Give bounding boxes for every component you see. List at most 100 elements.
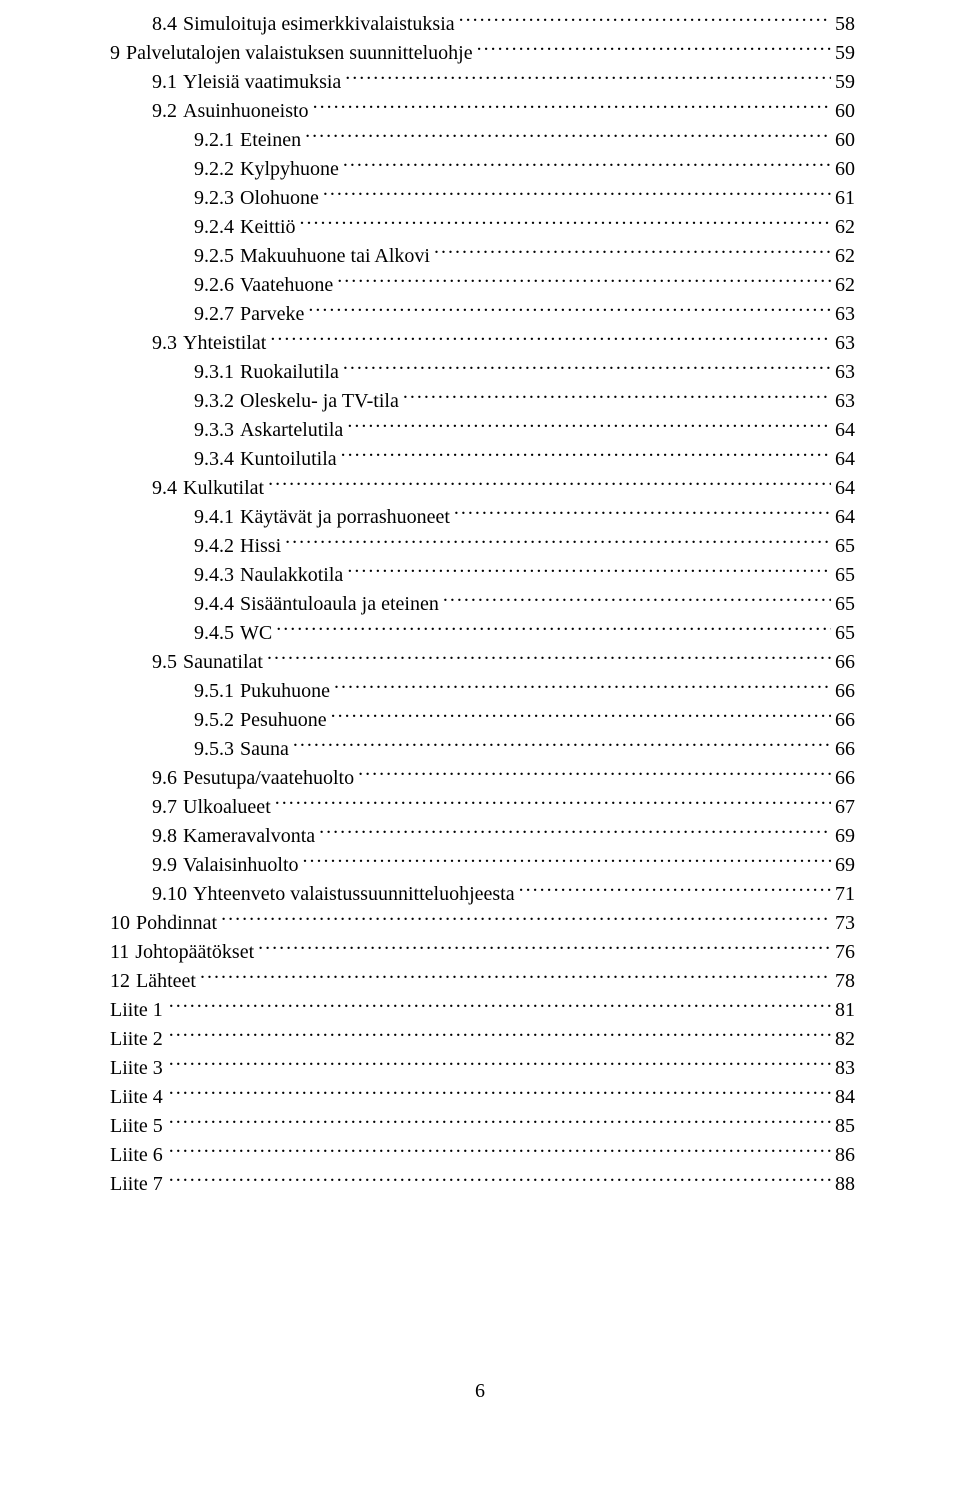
toc-entry-page: 60 — [831, 155, 855, 184]
toc-entry-title: Saunatilat — [183, 648, 267, 677]
toc-entry-number: 9.5 — [152, 648, 183, 677]
toc-entry-number: Liite 3 — [110, 1054, 169, 1083]
toc-entry-title: Pesuhuone — [240, 706, 331, 735]
toc-entry-page: 82 — [831, 1025, 855, 1054]
toc-entry-page: 65 — [831, 561, 855, 590]
toc-leader-dots — [169, 996, 831, 1016]
toc-entry-number: 9.3.3 — [194, 416, 240, 445]
toc-entry-page: 58 — [831, 10, 855, 39]
toc-entry-number: 9.5.2 — [194, 706, 240, 735]
toc-leader-dots — [347, 416, 831, 436]
toc-entry-title: Simuloituja esimerkkivalaistuksia — [183, 10, 459, 39]
toc-entry-number: 9.2.5 — [194, 242, 240, 271]
toc-entry-page: 76 — [831, 938, 855, 967]
toc-entry-page: 71 — [831, 880, 855, 909]
toc-leader-dots — [200, 967, 831, 987]
toc-entry-number: 9.4 — [152, 474, 183, 503]
toc-entry-page: 84 — [831, 1083, 855, 1112]
toc-entry-title: Keittiö — [240, 213, 300, 242]
toc-entry-number: 11 — [110, 938, 135, 967]
toc-entry-number: 12 — [110, 967, 136, 996]
toc-entry-number: 9.2.7 — [194, 300, 240, 329]
toc-entry: Liite 585 — [110, 1112, 855, 1141]
toc-entry-page: 85 — [831, 1112, 855, 1141]
toc-leader-dots — [169, 1141, 831, 1161]
toc-entry-number: 9 — [110, 39, 126, 68]
toc-entry-number: 9.5.1 — [194, 677, 240, 706]
toc-entry-title: Johtopäätökset — [135, 938, 258, 967]
toc-entry-page: 62 — [831, 242, 855, 271]
toc-entry-title: Eteinen — [240, 126, 305, 155]
toc-entry-title: Sauna — [240, 735, 293, 764]
toc-entry-page: 86 — [831, 1141, 855, 1170]
toc-entry-page: 60 — [831, 126, 855, 155]
toc-entry-page: 64 — [831, 474, 855, 503]
toc-entry-title: Kulkutilat — [183, 474, 268, 503]
toc-entry: 9.2.5Makuuhuone tai Alkovi62 — [110, 242, 855, 271]
toc-entry-number: 9.4.5 — [194, 619, 240, 648]
toc-entry-number: 9.2.1 — [194, 126, 240, 155]
toc-leader-dots — [331, 706, 831, 726]
toc-entry: Liite 686 — [110, 1141, 855, 1170]
toc-entry-page: 66 — [831, 706, 855, 735]
toc-entry: 9.5.2Pesuhuone 66 — [110, 706, 855, 735]
toc-entry-page: 65 — [831, 532, 855, 561]
toc-leader-dots — [459, 10, 831, 30]
toc-entry-page: 59 — [831, 68, 855, 97]
toc-leader-dots — [267, 648, 831, 668]
toc-entry-number: 9.4.4 — [194, 590, 240, 619]
toc-leader-dots — [313, 97, 831, 117]
toc-leader-dots — [270, 329, 831, 349]
toc-entry-page: 63 — [831, 300, 855, 329]
toc-entry-title: Olohuone — [240, 184, 323, 213]
toc-entry: 9.3Yhteistilat63 — [110, 329, 855, 358]
toc-entry-number: 9.2.6 — [194, 271, 240, 300]
toc-entry-page: 60 — [831, 97, 855, 126]
toc-entry-page: 59 — [831, 39, 855, 68]
toc-entry: 9.10Yhteenveto valaistussuunnitteluohjee… — [110, 880, 855, 909]
toc-entry: Liite 282 — [110, 1025, 855, 1054]
toc-entry-title: Ulkoalueet — [183, 793, 275, 822]
toc-entry-page: 88 — [831, 1170, 855, 1199]
toc-entry-number: 9.3.2 — [194, 387, 240, 416]
toc-entry-number: 9.4.1 — [194, 503, 240, 532]
toc-entry-number: 10 — [110, 909, 136, 938]
toc-entry: 9.4.4Sisääntuloaula ja eteinen65 — [110, 590, 855, 619]
toc-entry-title: Hissi — [240, 532, 285, 561]
toc-entry: 9.4.2Hissi65 — [110, 532, 855, 561]
toc-entry-page: 81 — [831, 996, 855, 1025]
toc-entry-page: 66 — [831, 648, 855, 677]
toc-entry-page: 64 — [831, 445, 855, 474]
toc-entry: 9.3.3Askartelutila64 — [110, 416, 855, 445]
toc-entry: Liite 181 — [110, 996, 855, 1025]
toc-entry-number: 9.2.4 — [194, 213, 240, 242]
toc-leader-dots — [319, 822, 831, 842]
table-of-contents: 8.4Simuloituja esimerkkivalaistuksia 58 9 P… — [110, 10, 855, 1199]
toc-entry-page: 67 — [831, 793, 855, 822]
toc-leader-dots — [169, 1170, 831, 1190]
toc-entry-page: 64 — [831, 416, 855, 445]
toc-entry-page: 83 — [831, 1054, 855, 1083]
toc-entry-title: Yleisiä vaatimuksia — [183, 68, 345, 97]
toc-entry-page: 62 — [831, 213, 855, 242]
toc-entry: Liite 3 83 — [110, 1054, 855, 1083]
toc-leader-dots — [434, 242, 831, 262]
toc-entry-number: 9.8 — [152, 822, 183, 851]
page-number: 6 — [0, 1380, 960, 1403]
toc-entry-title: Naulakkotila — [240, 561, 347, 590]
toc-entry-title: Asuinhuoneisto — [183, 97, 313, 126]
toc-entry-page: 66 — [831, 677, 855, 706]
toc-entry: 9.4.1Käytävät ja porrashuoneet64 — [110, 503, 855, 532]
toc-entry-title: Sisääntuloaula ja eteinen — [240, 590, 443, 619]
toc-leader-dots — [323, 184, 831, 204]
toc-entry-title: Vaatehuone — [240, 271, 337, 300]
toc-entry-number: 9.9 — [152, 851, 183, 880]
toc-entry: Liite 788 — [110, 1170, 855, 1199]
toc-entry-title: WC — [240, 619, 276, 648]
toc-leader-dots — [454, 503, 831, 523]
toc-leader-dots — [477, 39, 831, 59]
toc-entry-number: 8.4 — [152, 10, 183, 39]
toc-entry-page: 69 — [831, 851, 855, 880]
toc-entry: 9.3.2Oleskelu- ja TV-tila63 — [110, 387, 855, 416]
toc-entry-title: Lähteet — [136, 967, 200, 996]
